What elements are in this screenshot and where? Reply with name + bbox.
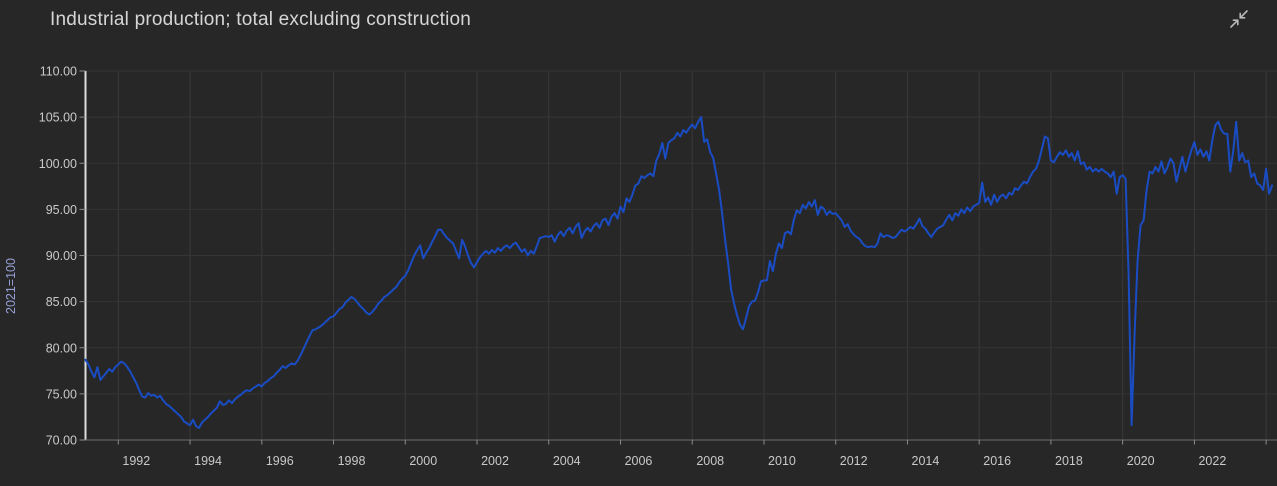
- x-tick-label: 2022: [1198, 454, 1226, 468]
- x-tick-label: 2010: [768, 454, 796, 468]
- collapse-arrows-icon[interactable]: [1228, 8, 1250, 30]
- y-tick-label: 100.00: [39, 157, 77, 171]
- x-tick-label: 2006: [625, 454, 653, 468]
- x-tick-label: 2020: [1127, 454, 1155, 468]
- x-tick-label: 1992: [122, 454, 150, 468]
- x-tick-label: 2000: [409, 454, 437, 468]
- x-tick-label: 2002: [481, 454, 509, 468]
- data-line: [84, 116, 1274, 429]
- y-tick-label: 85.00: [46, 295, 77, 309]
- page-title: Industrial production; total excluding c…: [50, 9, 472, 30]
- x-tick-label: 2014: [912, 454, 940, 468]
- x-tick-label: 1994: [194, 454, 222, 468]
- x-tick-label: 1996: [266, 454, 294, 468]
- y-tick-label: 80.00: [46, 341, 77, 355]
- x-tick-label: 2016: [983, 454, 1011, 468]
- x-tick-label: 1998: [338, 454, 366, 468]
- y-tick-label: 95.00: [46, 203, 77, 217]
- x-tick-label: 2004: [553, 454, 581, 468]
- y-tick-label: 110.00: [40, 65, 77, 79]
- y-tick-label: 75.00: [46, 387, 77, 401]
- chart-header: Industrial production; total excluding c…: [0, 0, 1277, 46]
- x-tick-label: 2018: [1055, 454, 1083, 468]
- x-tick-label: 2012: [840, 454, 868, 468]
- y-tick-label: 70.00: [46, 434, 77, 448]
- x-tick-label: 2008: [696, 454, 724, 468]
- y-tick-label: 105.00: [39, 111, 77, 125]
- y-tick-label: 90.00: [46, 249, 77, 263]
